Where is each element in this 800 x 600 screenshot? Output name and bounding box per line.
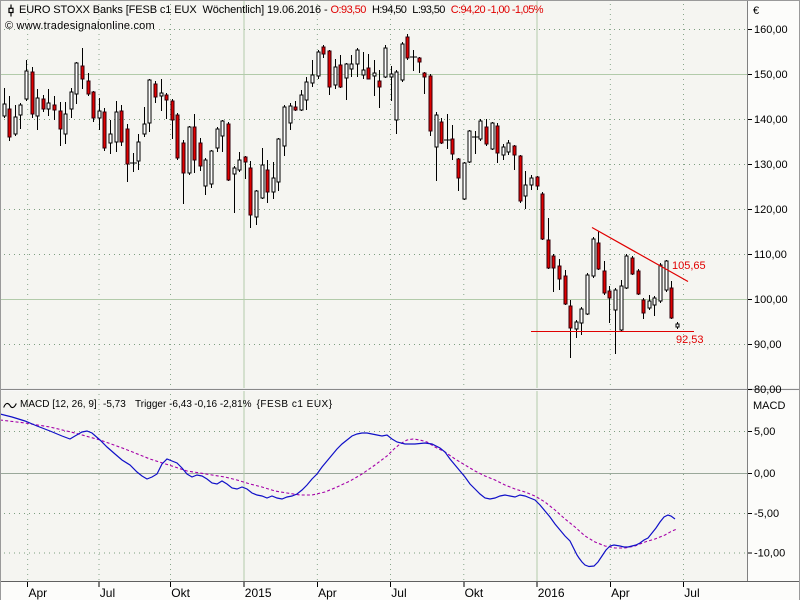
svg-text:Jul: Jul xyxy=(100,586,115,600)
svg-text:2015: 2015 xyxy=(245,586,272,600)
svg-text:€: € xyxy=(753,5,759,17)
svg-text:90,00: 90,00 xyxy=(754,339,782,351)
svg-text:130,00: 130,00 xyxy=(754,159,788,171)
svg-text:Okt: Okt xyxy=(171,586,190,600)
svg-text:Okt: Okt xyxy=(465,586,484,600)
svg-text:160,00: 160,00 xyxy=(754,24,788,36)
svg-text:Apr: Apr xyxy=(611,586,630,600)
svg-text:92,53: 92,53 xyxy=(676,334,704,346)
svg-text:Jul: Jul xyxy=(391,586,406,600)
svg-text:Apr: Apr xyxy=(318,586,337,600)
svg-text:0,00: 0,00 xyxy=(754,468,775,480)
svg-text:110,00: 110,00 xyxy=(754,249,787,261)
svg-text:140,00: 140,00 xyxy=(754,114,788,126)
svg-text:Jul: Jul xyxy=(684,586,699,600)
svg-text:Apr: Apr xyxy=(29,586,48,600)
svg-text:-5,00: -5,00 xyxy=(754,508,779,520)
svg-text:80,00: 80,00 xyxy=(754,384,782,396)
svg-text:MACD: MACD xyxy=(753,400,785,412)
svg-text:150,00: 150,00 xyxy=(754,69,788,81)
svg-text:100,00: 100,00 xyxy=(754,294,788,306)
svg-text:105,65: 105,65 xyxy=(672,260,706,272)
svg-text:2016: 2016 xyxy=(538,586,565,600)
svg-text:120,00: 120,00 xyxy=(754,204,788,216)
svg-text:-10,00: -10,00 xyxy=(754,548,785,560)
svg-text:5,00: 5,00 xyxy=(754,426,775,438)
